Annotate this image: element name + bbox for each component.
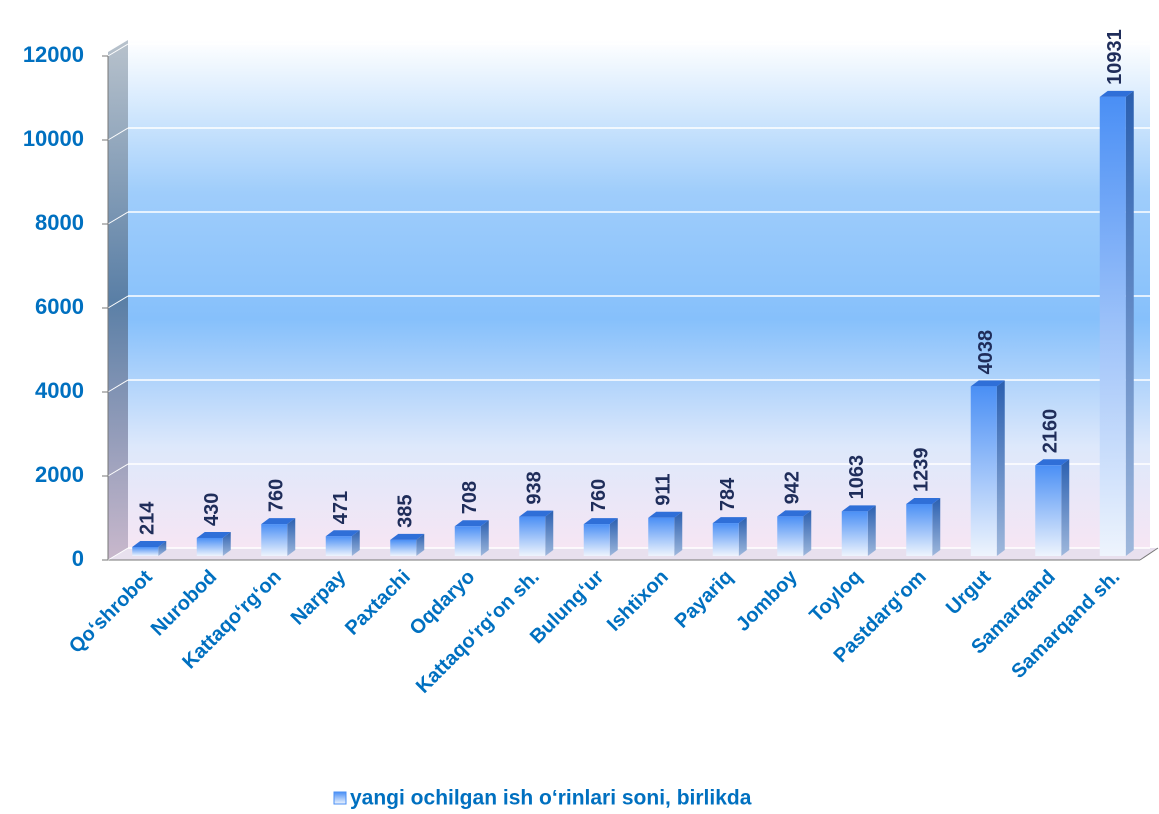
bar-side bbox=[158, 541, 167, 556]
bar-side bbox=[803, 510, 812, 556]
bar bbox=[132, 547, 159, 556]
bar-side bbox=[222, 531, 231, 556]
bar-top bbox=[712, 517, 747, 524]
value-label: 1239 bbox=[911, 447, 933, 492]
value-label: 430 bbox=[201, 493, 223, 526]
bar-side bbox=[480, 520, 489, 556]
value-label: 10931 bbox=[1104, 29, 1126, 85]
bar bbox=[906, 503, 933, 556]
bar-side bbox=[1061, 459, 1070, 556]
legend: yangi ochilgan ish o‘rinlari soni, birli… bbox=[333, 787, 752, 810]
value-label: 760 bbox=[588, 479, 610, 512]
bar-top bbox=[390, 533, 425, 540]
y-tick-label: 4000 bbox=[35, 378, 84, 403]
bar-side bbox=[932, 497, 941, 556]
legend-swatch bbox=[333, 791, 347, 805]
y-tick-label: 6000 bbox=[35, 294, 84, 319]
grid-line-side bbox=[107, 43, 129, 57]
grid-line-side bbox=[107, 547, 129, 561]
bar-top bbox=[777, 510, 812, 517]
legend-label: yangi ochilgan ish o‘rinlari soni, birli… bbox=[350, 787, 752, 810]
y-tick-label: 0 bbox=[72, 546, 84, 571]
bar-side bbox=[545, 510, 554, 556]
x-tick-label: Narpay bbox=[287, 565, 351, 629]
x-tick-label: Toyloq bbox=[805, 566, 866, 627]
bar-top bbox=[841, 505, 876, 512]
bar-side bbox=[867, 505, 876, 556]
bar-top bbox=[325, 530, 360, 537]
bar bbox=[325, 536, 352, 556]
bar bbox=[390, 539, 417, 556]
bar bbox=[648, 517, 675, 556]
bar-side bbox=[416, 533, 425, 556]
bar-side bbox=[287, 518, 296, 556]
value-label: 4038 bbox=[975, 330, 997, 375]
value-label: 938 bbox=[524, 471, 546, 504]
y-tick-label: 2000 bbox=[35, 462, 84, 487]
grid-line-side bbox=[107, 211, 129, 225]
back-wall bbox=[128, 40, 1150, 548]
bar-top bbox=[196, 531, 231, 538]
value-label: 760 bbox=[266, 479, 288, 512]
value-label: 385 bbox=[395, 494, 417, 527]
bar bbox=[712, 523, 739, 556]
x-tick-label: Jomboy bbox=[732, 565, 802, 635]
bar-top bbox=[583, 518, 618, 525]
bar bbox=[1035, 465, 1062, 556]
bar bbox=[777, 516, 804, 556]
bar-top bbox=[906, 497, 941, 504]
value-label: 1063 bbox=[846, 455, 868, 500]
bar-top bbox=[970, 380, 1005, 387]
x-tick-label: Urgut bbox=[942, 566, 995, 619]
bar-top bbox=[648, 511, 683, 518]
bar-top bbox=[261, 518, 296, 525]
bar-side bbox=[996, 380, 1005, 556]
side-wall bbox=[108, 40, 128, 560]
y-tick-label: 8000 bbox=[35, 210, 84, 235]
x-tick-label: Samarqand sh. bbox=[1007, 566, 1124, 683]
value-label: 214 bbox=[137, 501, 159, 535]
bar-top bbox=[454, 520, 489, 527]
x-tick-label: Paxtachi bbox=[341, 566, 415, 640]
x-tick-label: Ishtixon bbox=[603, 566, 673, 636]
bar-side bbox=[609, 518, 618, 556]
bar bbox=[970, 386, 997, 556]
value-label: 471 bbox=[330, 491, 352, 524]
bar bbox=[583, 524, 610, 556]
bar bbox=[261, 524, 288, 556]
bar-side bbox=[674, 511, 683, 556]
bar bbox=[1099, 96, 1126, 556]
bar bbox=[841, 511, 868, 556]
bar-top bbox=[1035, 459, 1070, 466]
value-label: 2160 bbox=[1040, 409, 1062, 454]
bar-top bbox=[132, 541, 167, 548]
bar bbox=[519, 516, 546, 556]
x-tick-label: Kattaqo‘rg‘on sh. bbox=[412, 566, 544, 698]
value-label: 942 bbox=[782, 471, 804, 504]
x-tick-label: Qo‘shrobot bbox=[65, 566, 157, 658]
y-tick-label: 10000 bbox=[23, 126, 84, 151]
bar bbox=[196, 537, 223, 556]
value-label: 911 bbox=[653, 473, 675, 505]
grid-line-side bbox=[107, 127, 129, 141]
value-label: 708 bbox=[459, 481, 481, 514]
bar-side bbox=[351, 530, 360, 556]
x-tick-label: Payariq bbox=[671, 566, 738, 633]
x-axis-depth bbox=[1139, 547, 1159, 561]
grid-line-side bbox=[107, 379, 129, 393]
grid-line-side bbox=[107, 463, 129, 477]
bar-top bbox=[519, 510, 554, 517]
bar-side bbox=[1125, 90, 1134, 556]
floor bbox=[108, 548, 1158, 560]
y-tick-label: 12000 bbox=[23, 42, 84, 67]
value-label: 784 bbox=[717, 477, 739, 511]
bar bbox=[454, 526, 481, 556]
grid-line-side bbox=[107, 295, 129, 309]
bar-side bbox=[738, 517, 747, 556]
bar-top bbox=[1099, 90, 1134, 97]
